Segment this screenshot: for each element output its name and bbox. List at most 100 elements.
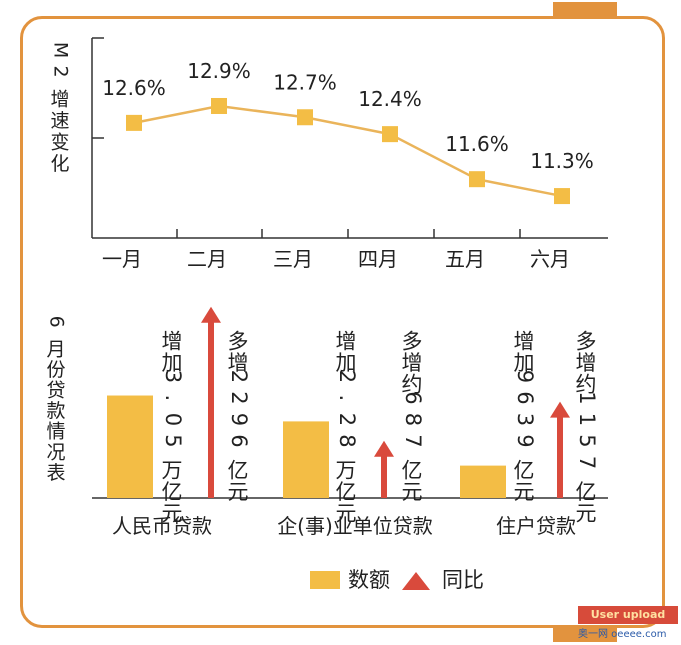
m2-title-text-char: 化	[50, 153, 69, 175]
loan-bar-value-label: 增加3. 0 5 万亿元	[161, 329, 185, 525]
loan-title-text-char: 6	[46, 316, 68, 328]
loan-bar-value-label-char: 加	[162, 351, 183, 375]
m2-point	[554, 188, 570, 205]
m2-title-text-char: 变	[50, 132, 69, 154]
loan-arrow-value-label-char: 7	[401, 434, 425, 447]
loan-bar-value-label-char: 9	[513, 370, 537, 383]
loan-bar-value-label-char: 加	[514, 351, 535, 375]
loan-bar	[283, 421, 329, 498]
m2-point	[211, 97, 227, 114]
loan-arrow-value-label-char: 多	[228, 329, 249, 353]
m2-data-label: 12.4%	[358, 87, 422, 111]
corner-tab-top	[553, 2, 617, 18]
loan-bar-value-label-char: 万	[162, 458, 183, 482]
loan-bar-value-label-char: 2	[335, 370, 359, 383]
m2-x-tick-label: 二月	[187, 247, 227, 271]
loan-arrow-value-label-char: 5	[575, 434, 599, 447]
legend: 数额 同比	[310, 568, 484, 592]
watermark-top: User upload	[578, 606, 678, 624]
loan-bar-value-label-char: 亿	[336, 480, 357, 504]
m2-point	[382, 126, 398, 143]
loan-bar-value-label-char: 元	[514, 480, 535, 504]
corner-tab-bottom	[553, 628, 617, 642]
m2-x-tick-label: 一月	[102, 247, 142, 271]
loan-arrow-value-label-char: 增	[402, 351, 423, 375]
loan-category-label: 企(事)业单位贷款	[277, 514, 433, 538]
loan-bar-value-label-char: 5	[161, 434, 185, 447]
loan-bar-value-label-char: .	[335, 395, 359, 402]
loan-arrow-head	[374, 440, 394, 457]
loan-bar-value-label-char: 元	[336, 501, 357, 525]
loan-arrow-value-label-char: 元	[402, 480, 423, 504]
loan-arrow-head	[201, 306, 221, 323]
loan-bar-value-label-char: 8	[335, 434, 359, 447]
loan-bar-value-label-char: 0	[161, 413, 185, 426]
loan-arrow-value-label-char: 2	[227, 370, 251, 383]
loan-bar	[107, 395, 153, 498]
m2-title-text-char: 2	[50, 66, 72, 78]
loan-bar-value-label-char: 增	[336, 329, 357, 353]
loan-arrow-value-label-char: 约	[402, 372, 423, 396]
m2-data-label: 11.6%	[445, 132, 509, 156]
loan-title-text-char: 款	[46, 400, 65, 422]
loan-arrow-value-label-char: 多	[576, 329, 597, 353]
loan-arrow-value-label-char: 6	[227, 434, 251, 447]
loan-arrow-value-label-char: 亿	[228, 458, 249, 482]
loan-arrow-value-label-char: 亿	[402, 458, 423, 482]
m2-point	[469, 171, 485, 188]
loan-arrow-value-label-char: 约	[576, 372, 597, 396]
loan-arrow-value-label-char: 6	[401, 391, 425, 404]
loan-title-text-char: 情	[46, 421, 65, 443]
loan-bar-value-label-char: 3	[513, 413, 537, 426]
loan-arrow-value-label-char: 1	[575, 391, 599, 404]
m2-title-text-char: M	[50, 42, 72, 58]
loan-title-text-char: 况	[46, 441, 65, 463]
loan-bar-value-label-char: 增	[514, 329, 535, 353]
loan-arrow-value-label-char: 8	[401, 413, 425, 426]
loan-arrow-value-label-char: 7	[575, 456, 599, 469]
legend-bar-label: 数额	[348, 568, 390, 592]
loan-arrow-shaft	[208, 318, 214, 498]
loan-bar-value-label-char: 元	[162, 501, 183, 525]
m2-data-label: 12.7%	[273, 70, 337, 94]
loan-category-label: 住户贷款	[496, 514, 576, 538]
loan-category-label: 人民币贷款	[112, 514, 212, 538]
loan-bar-value-label-char: 6	[513, 391, 537, 404]
chart-frame	[20, 16, 665, 628]
loan-bar-value-label-char: 加	[336, 351, 357, 375]
m2-x-tick-label: 六月	[530, 247, 570, 271]
m2-x-tick-label: 五月	[445, 247, 485, 271]
m2-data-label: 12.6%	[102, 76, 166, 100]
loan-bar-value-label-char: 2	[335, 413, 359, 426]
loan-title-text-char: 月	[46, 338, 65, 360]
loan-bar-value-label-char: 万	[336, 458, 357, 482]
loan-bar	[460, 465, 506, 498]
loan-arrow-value-label-char: 多	[402, 329, 423, 353]
m2-point	[297, 109, 313, 126]
loan-title-text-char: 贷	[46, 380, 65, 402]
loan-arrow-shaft	[381, 452, 387, 498]
m2-title-text-char: 速	[50, 110, 69, 132]
loan-arrow-head	[550, 401, 570, 418]
m2-data-label: 12.9%	[187, 59, 251, 83]
loan-arrow-value-label-char: 2	[227, 391, 251, 404]
legend-bar-swatch	[310, 571, 340, 589]
loan-title-text-char: 份	[46, 359, 65, 381]
m2-point	[126, 114, 142, 131]
loan-bar-value-label-char: .	[161, 395, 185, 402]
loan-arrow-value-label-char: 元	[576, 501, 597, 525]
watermark-bottom: 奥一网 oeeee.com	[578, 629, 667, 640]
loan-arrow-value-label-char: 元	[228, 480, 249, 504]
loan-arrow-shaft	[557, 413, 563, 498]
loan-bar-value-label-char: 9	[513, 434, 537, 447]
loan-title-text-char: 表	[46, 462, 65, 484]
